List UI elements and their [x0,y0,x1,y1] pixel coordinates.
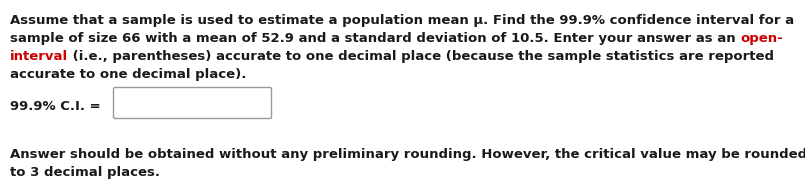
Text: accurate to one decimal place).: accurate to one decimal place). [10,68,246,81]
FancyBboxPatch shape [114,88,271,119]
Text: to 3 decimal places.: to 3 decimal places. [10,166,160,179]
Text: (i.e., parentheses) accurate to one decimal place (because the sample statistics: (i.e., parentheses) accurate to one deci… [68,50,774,63]
Text: Assume that a sample is used to estimate a population mean μ. Find the 99.9% con: Assume that a sample is used to estimate… [10,14,794,27]
Text: open-: open- [741,32,783,45]
Text: interval: interval [10,50,68,63]
Text: sample of size 66 with a mean of 52.9 and a standard deviation of 10.5. Enter yo: sample of size 66 with a mean of 52.9 an… [10,32,741,45]
Text: 99.9% C.I. =: 99.9% C.I. = [10,100,101,113]
Text: Answer should be obtained without any preliminary rounding. However, the critica: Answer should be obtained without any pr… [10,148,805,161]
